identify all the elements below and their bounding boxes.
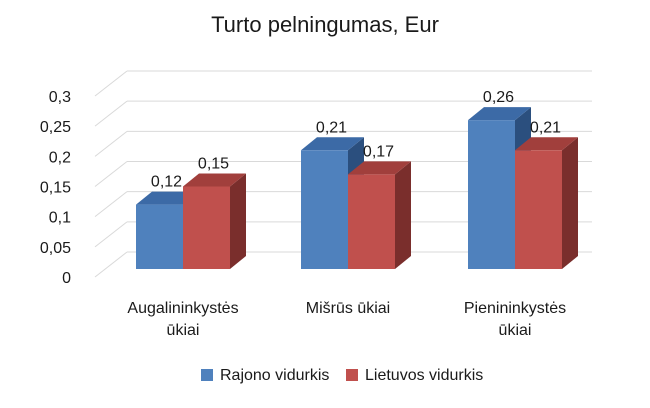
bar-front — [348, 174, 395, 269]
bar-top — [515, 137, 578, 151]
bar-top — [301, 137, 364, 151]
bar-front — [515, 150, 562, 269]
y-tick-label: 0,2 — [49, 149, 71, 166]
x-tick-label: Mišrūs ūkiai — [306, 300, 390, 317]
bar-front — [301, 150, 348, 269]
y-tick-label: 0,25 — [40, 119, 71, 136]
x-tick-label: Augalininkystės ūkiai — [127, 300, 238, 339]
bar — [183, 173, 246, 269]
bar-front — [136, 204, 183, 269]
x-tick-label: Pienininkystės ūkiai — [464, 300, 566, 339]
data-labels: 0,12 0,15 0,21 0,17 0,26 0,21 — [151, 89, 561, 190]
y-tick-label: 0,1 — [49, 210, 71, 227]
data-label: 0,12 — [151, 174, 182, 191]
gridline-diagonal — [94, 130, 128, 157]
legend-label-lietuvos: Lietuvos vidurkis — [365, 367, 483, 384]
legend-label-rajono: Rajono vidurkis — [220, 367, 329, 384]
chart-title: Turto pelningumas, Eur — [211, 12, 439, 37]
bar-front — [468, 120, 515, 269]
gridline-diagonal — [94, 221, 128, 248]
data-label: 0,21 — [530, 119, 561, 136]
legend-swatch-lietuvos — [346, 369, 358, 381]
legend: Rajono vidurkis Lietuvos vidurkis — [201, 367, 483, 384]
data-label: 0,26 — [483, 89, 514, 106]
y-tick-label: 0,3 — [49, 89, 71, 106]
bar-side — [230, 173, 246, 269]
bar-top — [183, 173, 246, 187]
gridline-diagonal — [94, 251, 128, 278]
gridline-diagonal — [94, 191, 128, 218]
legend-swatch-rajono — [201, 369, 213, 381]
bar-side — [395, 161, 411, 269]
y-tick-label: 0 — [62, 270, 71, 287]
gridline-diagonal — [94, 161, 128, 187]
y-tick-label: 0,15 — [40, 180, 71, 197]
bars — [136, 107, 578, 269]
x-axis-ticks: Augalininkystės ūkiai Mišrūs ūkiai Pieninin… — [127, 300, 566, 339]
bar-top — [348, 161, 411, 175]
y-axis-ticks: 0 0,05 0,1 0,15 0,2 0,25 0,3 — [40, 89, 71, 287]
bar — [348, 161, 411, 269]
gridline-diagonal — [94, 70, 128, 97]
bar — [515, 137, 578, 269]
bar-front — [183, 186, 230, 269]
data-label: 0,15 — [198, 156, 229, 173]
gridline-diagonal — [94, 100, 128, 127]
bar-top — [468, 107, 531, 121]
y-tick-label: 0,05 — [40, 240, 71, 257]
data-label: 0,21 — [316, 119, 347, 136]
data-label: 0,17 — [363, 143, 394, 160]
bar-side — [562, 137, 578, 269]
